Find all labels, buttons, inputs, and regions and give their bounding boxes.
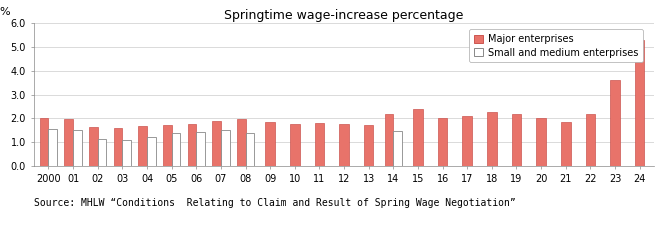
Bar: [89, 127, 98, 166]
Bar: [315, 123, 324, 166]
Bar: [114, 128, 122, 166]
Bar: [237, 119, 246, 166]
Bar: [413, 109, 422, 166]
Bar: [438, 118, 447, 166]
Bar: [147, 137, 156, 166]
Bar: [187, 124, 196, 166]
Bar: [290, 124, 300, 166]
Bar: [265, 122, 275, 166]
Bar: [221, 130, 230, 166]
Bar: [172, 133, 180, 166]
Bar: [364, 125, 374, 166]
Bar: [561, 122, 570, 166]
Bar: [48, 129, 57, 166]
Bar: [40, 118, 48, 166]
Bar: [537, 118, 546, 166]
Bar: [213, 121, 221, 166]
Text: Source: MHLW “Conditions  Relating to Claim and Result of Spring Wage Negotiatio: Source: MHLW “Conditions Relating to Cla…: [34, 197, 515, 208]
Bar: [246, 133, 254, 166]
Bar: [196, 131, 205, 166]
Bar: [385, 114, 393, 166]
Bar: [512, 114, 521, 166]
Bar: [610, 80, 620, 166]
Text: %: %: [0, 7, 10, 17]
Legend: Major enterprises, Small and medium enterprises: Major enterprises, Small and medium ente…: [469, 29, 644, 62]
Bar: [463, 116, 472, 166]
Bar: [393, 131, 402, 166]
Bar: [73, 130, 82, 166]
Bar: [65, 119, 73, 166]
Bar: [98, 139, 106, 166]
Title: Springtime wage-increase percentage: Springtime wage-increase percentage: [224, 9, 464, 22]
Bar: [487, 112, 496, 166]
Bar: [585, 114, 595, 166]
Bar: [122, 140, 131, 166]
Bar: [139, 126, 147, 166]
Bar: [163, 125, 172, 166]
Bar: [635, 40, 644, 166]
Bar: [339, 124, 348, 166]
